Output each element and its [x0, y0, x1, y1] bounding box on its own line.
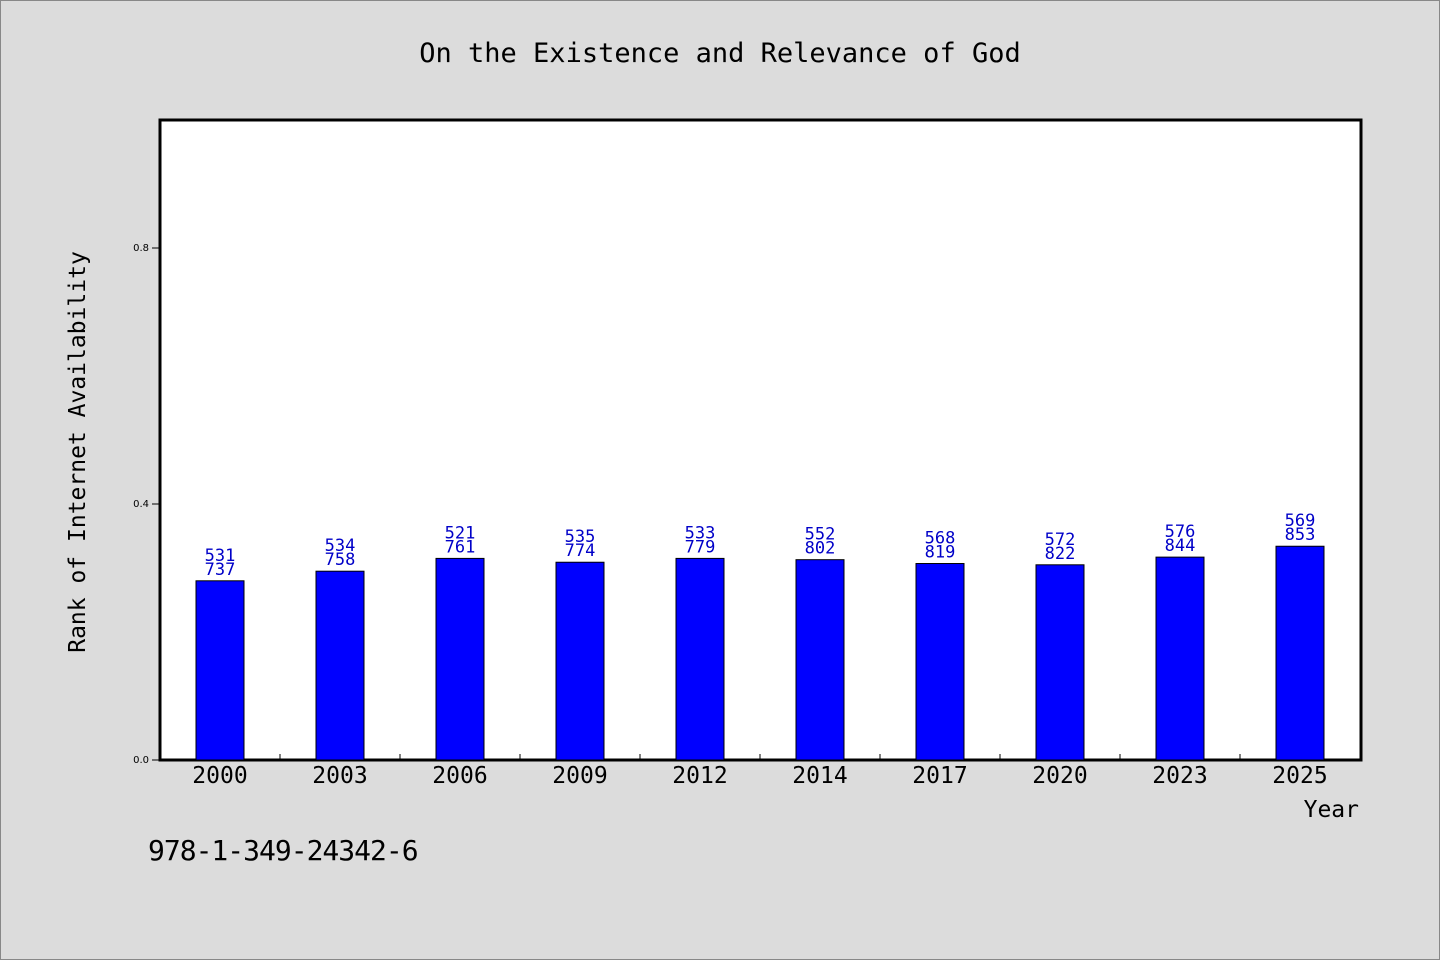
bar-2014 — [795, 559, 845, 761]
data-label-top: 568 — [925, 529, 956, 549]
x-tick-label: 2003 — [312, 763, 367, 789]
bar-2000 — [195, 580, 245, 761]
data-label-top: 576 — [1165, 522, 1196, 542]
chart-title: On the Existence and Relevance of God — [419, 38, 1020, 69]
bar-2020 — [1035, 564, 1085, 761]
data-label-bottom: 802 — [805, 539, 836, 559]
data-label-bottom: 774 — [565, 541, 596, 561]
x-tick-label: 2006 — [432, 763, 487, 789]
x-tick-label: 2020 — [1032, 763, 1087, 789]
data-label-top: 572 — [1045, 530, 1076, 550]
y-tick-label: 0.8 — [133, 243, 149, 254]
bar-2023 — [1155, 556, 1205, 761]
x-tick-label: 2000 — [192, 763, 247, 789]
x-axis-label: Year — [1304, 797, 1359, 823]
bar-2012 — [675, 557, 725, 761]
data-label-bottom: 737 — [205, 560, 236, 580]
data-label-top: 569 — [1285, 511, 1316, 531]
y-tick-label: 0.0 — [133, 755, 149, 766]
x-tick-label: 2023 — [1152, 763, 1207, 789]
x-axis: 2000 2003 2006 2009 2012 2014 2017 2020 2023 2025 — [192, 754, 1328, 789]
data-label-bottom: 819 — [925, 543, 956, 563]
data-label-bottom: 779 — [685, 537, 716, 557]
y-axis: 0.0 0.4 0.8 — [133, 243, 160, 766]
isbn-code: 978-1-349-24342-6 — [148, 834, 419, 867]
x-tick-label: 2025 — [1272, 763, 1327, 789]
data-label-top: 531 — [205, 546, 236, 566]
bar-2006 — [435, 557, 485, 761]
data-label-top: 552 — [805, 525, 836, 545]
data-label-top: 535 — [565, 527, 596, 547]
data-label-bottom: 822 — [1045, 544, 1076, 564]
x-tick-label: 2012 — [672, 763, 727, 789]
data-label-bottom: 758 — [325, 550, 356, 570]
bar-2017 — [915, 563, 965, 761]
data-label-bottom: 761 — [445, 537, 476, 557]
x-tick-label: 2009 — [552, 763, 607, 789]
x-tick-label: 2017 — [912, 763, 967, 789]
y-axis-label: Rank of Internet Availability — [65, 251, 91, 653]
data-label-top: 533 — [685, 523, 716, 543]
data-label-bottom: 853 — [1285, 525, 1316, 545]
data-label-top: 534 — [325, 536, 356, 556]
y-tick-label: 0.4 — [133, 499, 149, 510]
x-tick-label: 2014 — [792, 763, 847, 789]
data-label-bottom: 844 — [1165, 536, 1196, 556]
bar-2003 — [315, 570, 365, 761]
bars-layer — [195, 545, 1325, 761]
data-label-top: 521 — [445, 523, 476, 543]
bar-2025 — [1275, 545, 1325, 761]
bar-2009 — [555, 561, 605, 761]
data-labels-layer: 5317375347585217615357745337795528025688… — [205, 511, 1316, 580]
